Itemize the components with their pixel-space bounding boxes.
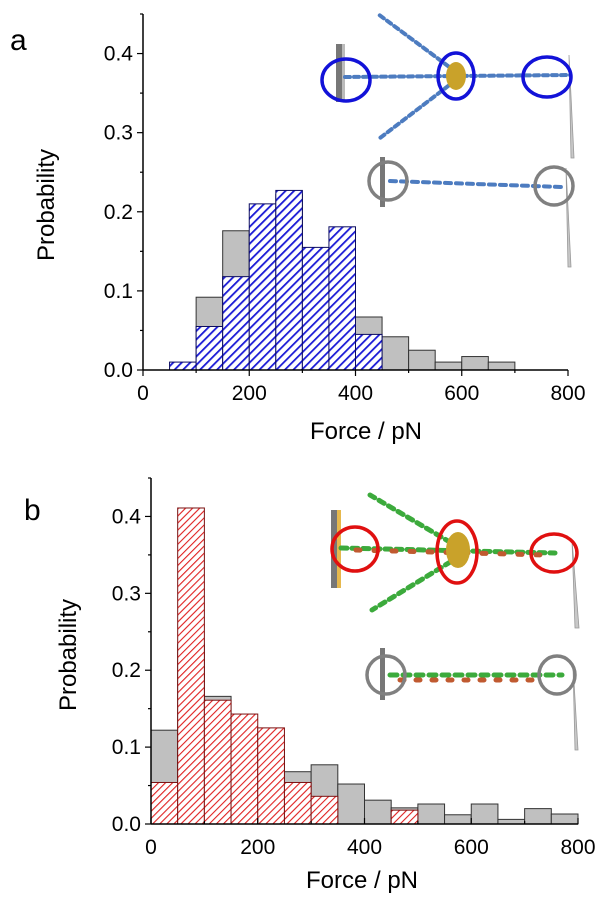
- x-tick-label: 200: [232, 382, 267, 405]
- molecule-illustration-bottom: [365, 648, 579, 751]
- hub-protein: [446, 532, 470, 568]
- y-axis-title: Probability: [33, 149, 60, 261]
- x-tick-label: 600: [444, 382, 479, 405]
- histogram-bar: [203, 699, 232, 825]
- x-tick-label: 600: [454, 836, 489, 859]
- histogram-bar: [257, 727, 285, 825]
- histogram-bar: [434, 361, 463, 371]
- panel-b: b 0.0 0.1 0.2 0.3 0.4 0 200 400 600 800 Probabili…: [24, 477, 596, 894]
- y-tick-label: 0.1: [112, 736, 141, 759]
- histogram-bar: [470, 803, 499, 825]
- histogram-bar: [328, 226, 356, 371]
- histogram-bar: [417, 803, 446, 825]
- surface-strip: [380, 648, 385, 700]
- histogram-bar: [408, 349, 436, 371]
- panel-label: b: [24, 494, 41, 527]
- histogram-bar: [248, 203, 277, 371]
- x-tick-label: 800: [560, 836, 595, 859]
- x-tick-label: 0: [137, 382, 149, 405]
- y-tick-label: 0.2: [112, 659, 141, 682]
- molecule-illustration-top: [330, 492, 580, 629]
- histogram-bar: [461, 356, 489, 371]
- y-axis-title: Probability: [55, 599, 82, 711]
- x-axis-title: Force / pN: [310, 418, 422, 445]
- hub-protein: [446, 62, 466, 90]
- surface-strip: [336, 44, 342, 102]
- histogram-bar: [355, 333, 383, 371]
- highlight-circle: [436, 51, 476, 101]
- highlight-circle: [537, 654, 577, 696]
- histogram-bar: [301, 246, 330, 371]
- highlight-circle: [533, 165, 575, 207]
- molecule-illustration-bottom: [367, 157, 575, 268]
- y-tick-label: 0.4: [104, 43, 134, 66]
- x-tick-label: 0: [145, 836, 157, 859]
- highlight-circle: [367, 160, 409, 202]
- y-tick-label: 0.2: [104, 201, 133, 224]
- x-tick-label: 200: [240, 836, 275, 859]
- bar-group: [150, 507, 579, 825]
- y-tick-label: 0.1: [104, 280, 133, 303]
- highlight-circle: [521, 55, 573, 99]
- histogram-bar: [283, 781, 312, 825]
- histogram-bar: [195, 325, 224, 371]
- histogram-bar: [275, 189, 303, 371]
- histogram-bar: [169, 361, 197, 371]
- histogram-bar: [230, 713, 259, 825]
- molecule-illustration-top: [320, 12, 575, 159]
- axes: 0.0 0.1 0.2 0.3 0.4 0 200 400 600 800: [104, 13, 586, 405]
- panel-a: a 0.0 0.1 0.2 0.3 0.4 0 200 400 600 800 Probabili…: [10, 12, 586, 445]
- histogram-bar: [524, 808, 552, 825]
- highlight-circle: [365, 654, 407, 696]
- y-tick-label: 0.4: [112, 505, 142, 528]
- histogram-bar: [177, 507, 205, 825]
- bar-group: [169, 189, 516, 371]
- surface-strip: [380, 157, 385, 207]
- x-tick-label: 400: [347, 836, 382, 859]
- highlight-circle: [330, 525, 380, 573]
- y-tick-label: 0.3: [104, 122, 133, 145]
- axes: 0.0 0.1 0.2 0.3 0.4 0 200 400 600 800: [112, 477, 596, 859]
- surface-strip: [331, 510, 337, 588]
- y-tick-label: 0.3: [112, 582, 141, 605]
- histogram-bar: [150, 781, 179, 825]
- histogram-bar: [337, 783, 365, 825]
- cantilever-tip: [565, 167, 572, 268]
- highlight-circle: [320, 57, 372, 103]
- highlight-circle: [529, 532, 579, 574]
- y-tick-label: 0.0: [104, 359, 133, 382]
- histogram-bar: [310, 795, 339, 825]
- histogram-bar: [364, 799, 392, 825]
- histogram-bar: [550, 813, 579, 825]
- x-axis-title: Force / pN: [306, 867, 418, 894]
- histogram-bar: [487, 361, 516, 371]
- histogram-bar: [381, 336, 410, 371]
- cantilever-tip: [572, 664, 579, 751]
- x-tick-label: 800: [550, 382, 585, 405]
- histogram-bar: [444, 814, 472, 825]
- panel-label: a: [10, 24, 27, 57]
- histogram-bar: [222, 276, 250, 371]
- x-tick-label: 400: [338, 382, 373, 405]
- highlight-circle: [435, 519, 479, 585]
- histogram-bar: [390, 809, 419, 825]
- y-tick-label: 0.0: [112, 813, 141, 836]
